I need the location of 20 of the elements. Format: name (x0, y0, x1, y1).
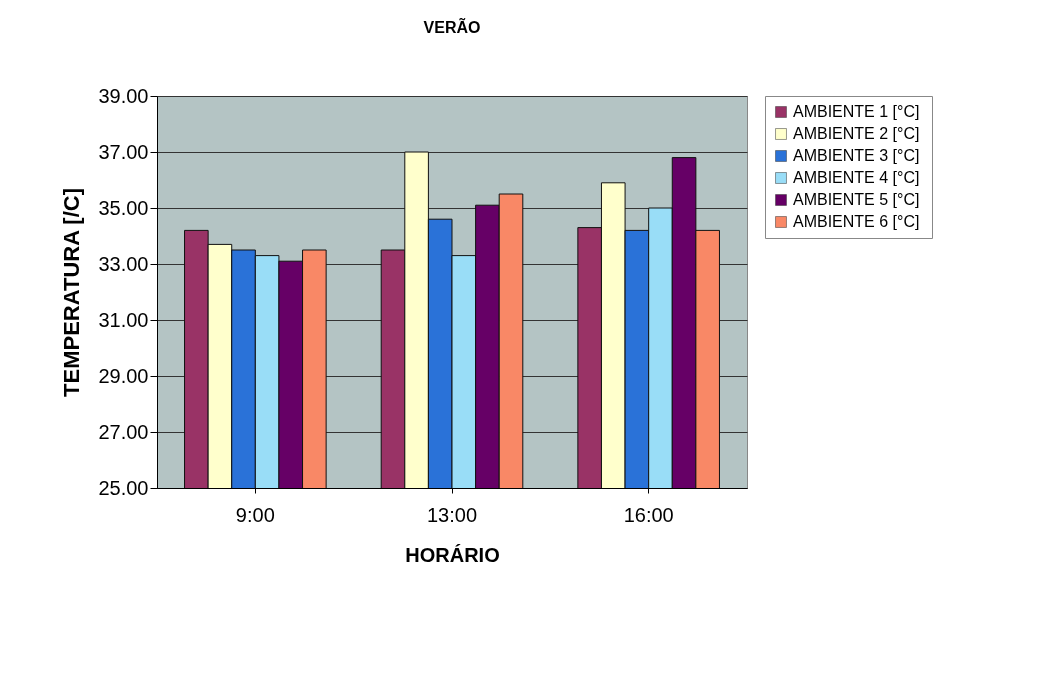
x-axis-title: HORÁRIO (405, 543, 500, 566)
y-tick-label: 31.00 (98, 308, 149, 331)
chart-title: VERÃO (423, 17, 481, 36)
y-tick-label: 39.00 (98, 84, 149, 107)
legend-label: AMBIENTE 4 [°C] (793, 169, 920, 186)
legend-label: AMBIENTE 5 [°C] (793, 191, 920, 208)
legend-label: AMBIENTE 3 [°C] (793, 147, 920, 164)
y-tick-label: 29.00 (98, 364, 149, 387)
y-tick-label: 33.00 (98, 252, 149, 275)
x-tick-label: 13:00 (426, 503, 478, 526)
legend-label: AMBIENTE 6 [°C] (793, 213, 920, 230)
y-axis-title: TEMPERATURA [/C] (59, 188, 85, 397)
x-tick-label: 16:00 (623, 503, 674, 526)
y-tick-label: 27.00 (98, 420, 149, 443)
x-tick-label: 9:00 (235, 503, 275, 526)
y-tick-label: 25.00 (98, 476, 149, 499)
legend-label: AMBIENTE 2 [°C] (793, 125, 920, 142)
legend-label: AMBIENTE 1 [°C] (793, 103, 920, 120)
y-tick-label: 35.00 (98, 196, 149, 219)
y-tick-label: 37.00 (98, 140, 149, 163)
